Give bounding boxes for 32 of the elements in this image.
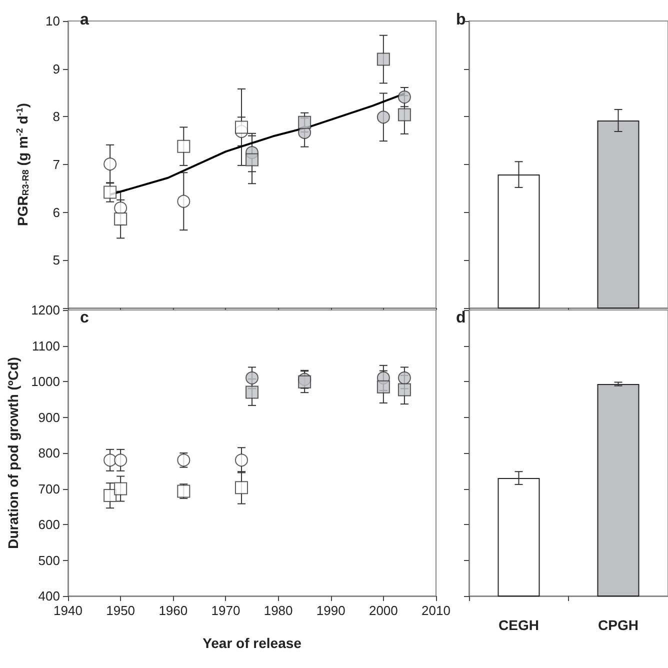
y-tick-label: 500 [38,552,60,568]
x-tick-label: 1960 [158,603,188,618]
y-tick-label: 10 [46,14,60,28]
y-tick-label: 1000 [31,374,60,389]
y-tick-label: 800 [38,446,60,460]
y-tick-label: 8 [52,109,60,124]
x-tick-label: 2010 [422,603,450,618]
x-tick-label: 1970 [211,603,240,618]
text: d [456,310,466,326]
y-tick-label: 700 [38,481,60,496]
y-tick-label: 1200 [31,302,60,318]
y-axis-title: Duration of pod growth (ºCd) [5,357,22,549]
y-tick-label: 6 [52,204,60,220]
annotation: a [80,12,89,28]
x-axis-title: Year of release [202,635,302,651]
x-tick-label: CEGH [498,617,539,633]
y-tick-label: 7 [52,157,60,172]
y-tick-label: 5 [52,252,60,268]
x-tick-label: 2000 [368,603,398,618]
text: b [456,12,466,28]
x-tick-label: 1940 [54,603,82,618]
y-tick-label: 400 [38,588,60,604]
y-tick-label: 1100 [32,338,60,354]
x-tick-label: 1950 [106,603,136,618]
annotation: c [80,310,89,326]
y-tick-label: 900 [38,410,60,425]
y-axis-title: PGRR3-R8 (g m-2 d-1) [14,103,30,226]
x-tick-label: 1990 [316,603,346,618]
x-tick-label: 1980 [264,603,293,618]
x-tick-label: CPGH [598,617,638,633]
y-tick-label: 9 [52,61,60,76]
y-tick-label: 600 [38,517,60,532]
